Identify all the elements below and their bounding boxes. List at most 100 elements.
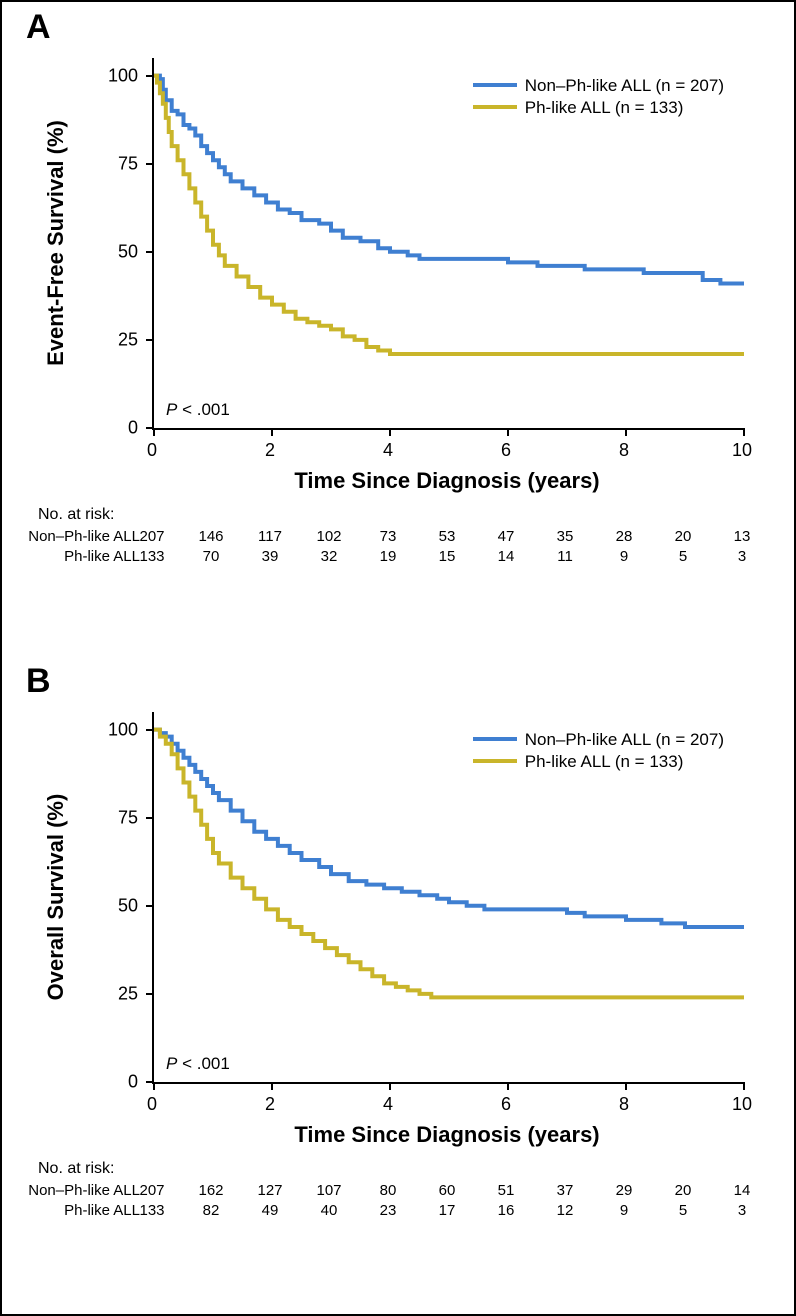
p-value-text: P < .001	[166, 1054, 230, 1074]
y-tick	[146, 729, 154, 731]
x-tick-label: 8	[619, 1094, 629, 1115]
panel-a-axes: Non–Ph-like ALL (n = 207) Ph-like ALL (n …	[152, 58, 744, 430]
x-tick	[153, 1082, 155, 1090]
legend-item: Ph-like ALL (n = 133)	[473, 98, 724, 118]
risk-cell: 9	[620, 1202, 628, 1219]
y-tick-label: 50	[2, 241, 138, 262]
risk-cell: 19	[380, 548, 397, 565]
legend-swatch	[473, 737, 517, 741]
x-tick	[271, 428, 273, 436]
risk-cell: 133	[139, 548, 164, 565]
risk-cell: 40	[321, 1202, 338, 1219]
risk-cell: 11	[557, 548, 573, 565]
risk-cell: 17	[439, 1202, 456, 1219]
legend-label: Ph-like ALL (n = 133)	[525, 98, 684, 117]
x-tick-label: 4	[383, 1094, 393, 1115]
panel-b-axes: Non–Ph-like ALL (n = 207) Ph-like ALL (n …	[152, 712, 744, 1084]
legend-swatch	[473, 105, 517, 109]
risk-cell: 133	[139, 1202, 164, 1219]
x-tick	[271, 1082, 273, 1090]
risk-cell: 117	[258, 528, 282, 545]
y-tick-label: 100	[2, 719, 138, 740]
legend-swatch	[473, 83, 517, 87]
y-axis-title: Event-Free Survival (%)	[43, 120, 69, 366]
risk-cell: 82	[203, 1202, 220, 1219]
risk-cell: 13	[734, 528, 751, 545]
risk-row-label: Ph-like ALL	[2, 548, 140, 565]
legend-swatch	[473, 759, 517, 763]
risk-cell: 35	[557, 528, 574, 545]
y-tick	[146, 251, 154, 253]
risk-cell: 12	[557, 1202, 574, 1219]
legend-item: Ph-like ALL (n = 133)	[473, 752, 724, 772]
risk-cell: 39	[262, 548, 279, 565]
risk-cell: 16	[498, 1202, 515, 1219]
x-tick	[389, 428, 391, 436]
figure-container: A Non–Ph-like ALL (n = 207)Ph-like ALL (…	[0, 0, 796, 1316]
y-tick-label: 75	[2, 153, 138, 174]
risk-cell: 20	[675, 1182, 692, 1199]
legend-label: Non–Ph-like ALL (n = 207)	[525, 76, 724, 95]
risk-cell: 80	[380, 1182, 397, 1199]
x-tick-label: 4	[383, 440, 393, 461]
y-tick-label: 25	[2, 983, 138, 1004]
risk-cell: 37	[557, 1182, 574, 1199]
risk-cell: 73	[380, 528, 397, 545]
risk-cell: 32	[321, 548, 338, 565]
risk-table-header: No. at risk:	[38, 506, 114, 524]
risk-cell: 49	[262, 1202, 279, 1219]
risk-row-label: Non–Ph-like ALL	[2, 1182, 140, 1199]
legend: Non–Ph-like ALL (n = 207) Ph-like ALL (n …	[473, 730, 724, 774]
x-tick	[153, 428, 155, 436]
legend-label: Non–Ph-like ALL (n = 207)	[525, 730, 724, 749]
risk-cell: 146	[198, 528, 223, 545]
risk-cell: 20	[675, 528, 692, 545]
y-tick-label: 0	[2, 1072, 138, 1093]
x-tick	[507, 428, 509, 436]
risk-table-header: No. at risk:	[38, 1160, 114, 1178]
x-tick-label: 6	[501, 440, 511, 461]
x-tick-label: 2	[265, 1094, 275, 1115]
risk-cell: 47	[498, 528, 515, 545]
y-tick	[146, 163, 154, 165]
risk-cell: 107	[316, 1182, 341, 1199]
y-tick-label: 75	[2, 807, 138, 828]
risk-cell: 51	[498, 1182, 515, 1199]
y-tick-label: 50	[2, 895, 138, 916]
legend: Non–Ph-like ALL (n = 207) Ph-like ALL (n …	[473, 76, 724, 120]
x-tick	[625, 1082, 627, 1090]
risk-cell: 15	[439, 548, 456, 565]
risk-cell: 207	[139, 1182, 164, 1199]
risk-row-label: Non–Ph-like ALL	[2, 528, 140, 545]
risk-row-label: Ph-like ALL	[2, 1202, 140, 1219]
risk-cell: 127	[257, 1182, 282, 1199]
x-tick-label: 10	[732, 1094, 752, 1115]
legend-label: Ph-like ALL (n = 133)	[525, 752, 684, 771]
p-value-text: P < .001	[166, 400, 230, 420]
risk-cell: 9	[620, 548, 628, 565]
risk-cell: 14	[498, 548, 515, 565]
risk-cell: 3	[738, 1202, 746, 1219]
y-tick	[146, 817, 154, 819]
x-tick	[743, 428, 745, 436]
y-tick	[146, 75, 154, 77]
y-tick	[146, 339, 154, 341]
y-tick-label: 100	[2, 65, 138, 86]
y-tick-label: 0	[2, 418, 138, 439]
risk-cell: 70	[203, 548, 220, 565]
risk-cell: 60	[439, 1182, 456, 1199]
x-tick-label: 2	[265, 440, 275, 461]
risk-cell: 3	[738, 548, 746, 565]
risk-cell: 23	[380, 1202, 397, 1219]
risk-cell: 5	[679, 548, 687, 565]
panel-b: B Non–Ph-like ALL (n = 207)Ph-like ALL (…	[2, 662, 794, 1312]
panel-a-chart-area: Non–Ph-like ALL (n = 207) Ph-like ALL (n …	[2, 8, 794, 658]
legend-item: Non–Ph-like ALL (n = 207)	[473, 730, 724, 750]
x-tick-label: 0	[147, 1094, 157, 1115]
x-axis-title: Time Since Diagnosis (years)	[152, 468, 742, 494]
risk-cell: 14	[734, 1182, 751, 1199]
panel-b-chart-area: Non–Ph-like ALL (n = 207) Ph-like ALL (n …	[2, 662, 794, 1312]
x-tick	[507, 1082, 509, 1090]
x-axis-title: Time Since Diagnosis (years)	[152, 1122, 742, 1148]
y-axis-title: Overall Survival (%)	[43, 794, 69, 1001]
